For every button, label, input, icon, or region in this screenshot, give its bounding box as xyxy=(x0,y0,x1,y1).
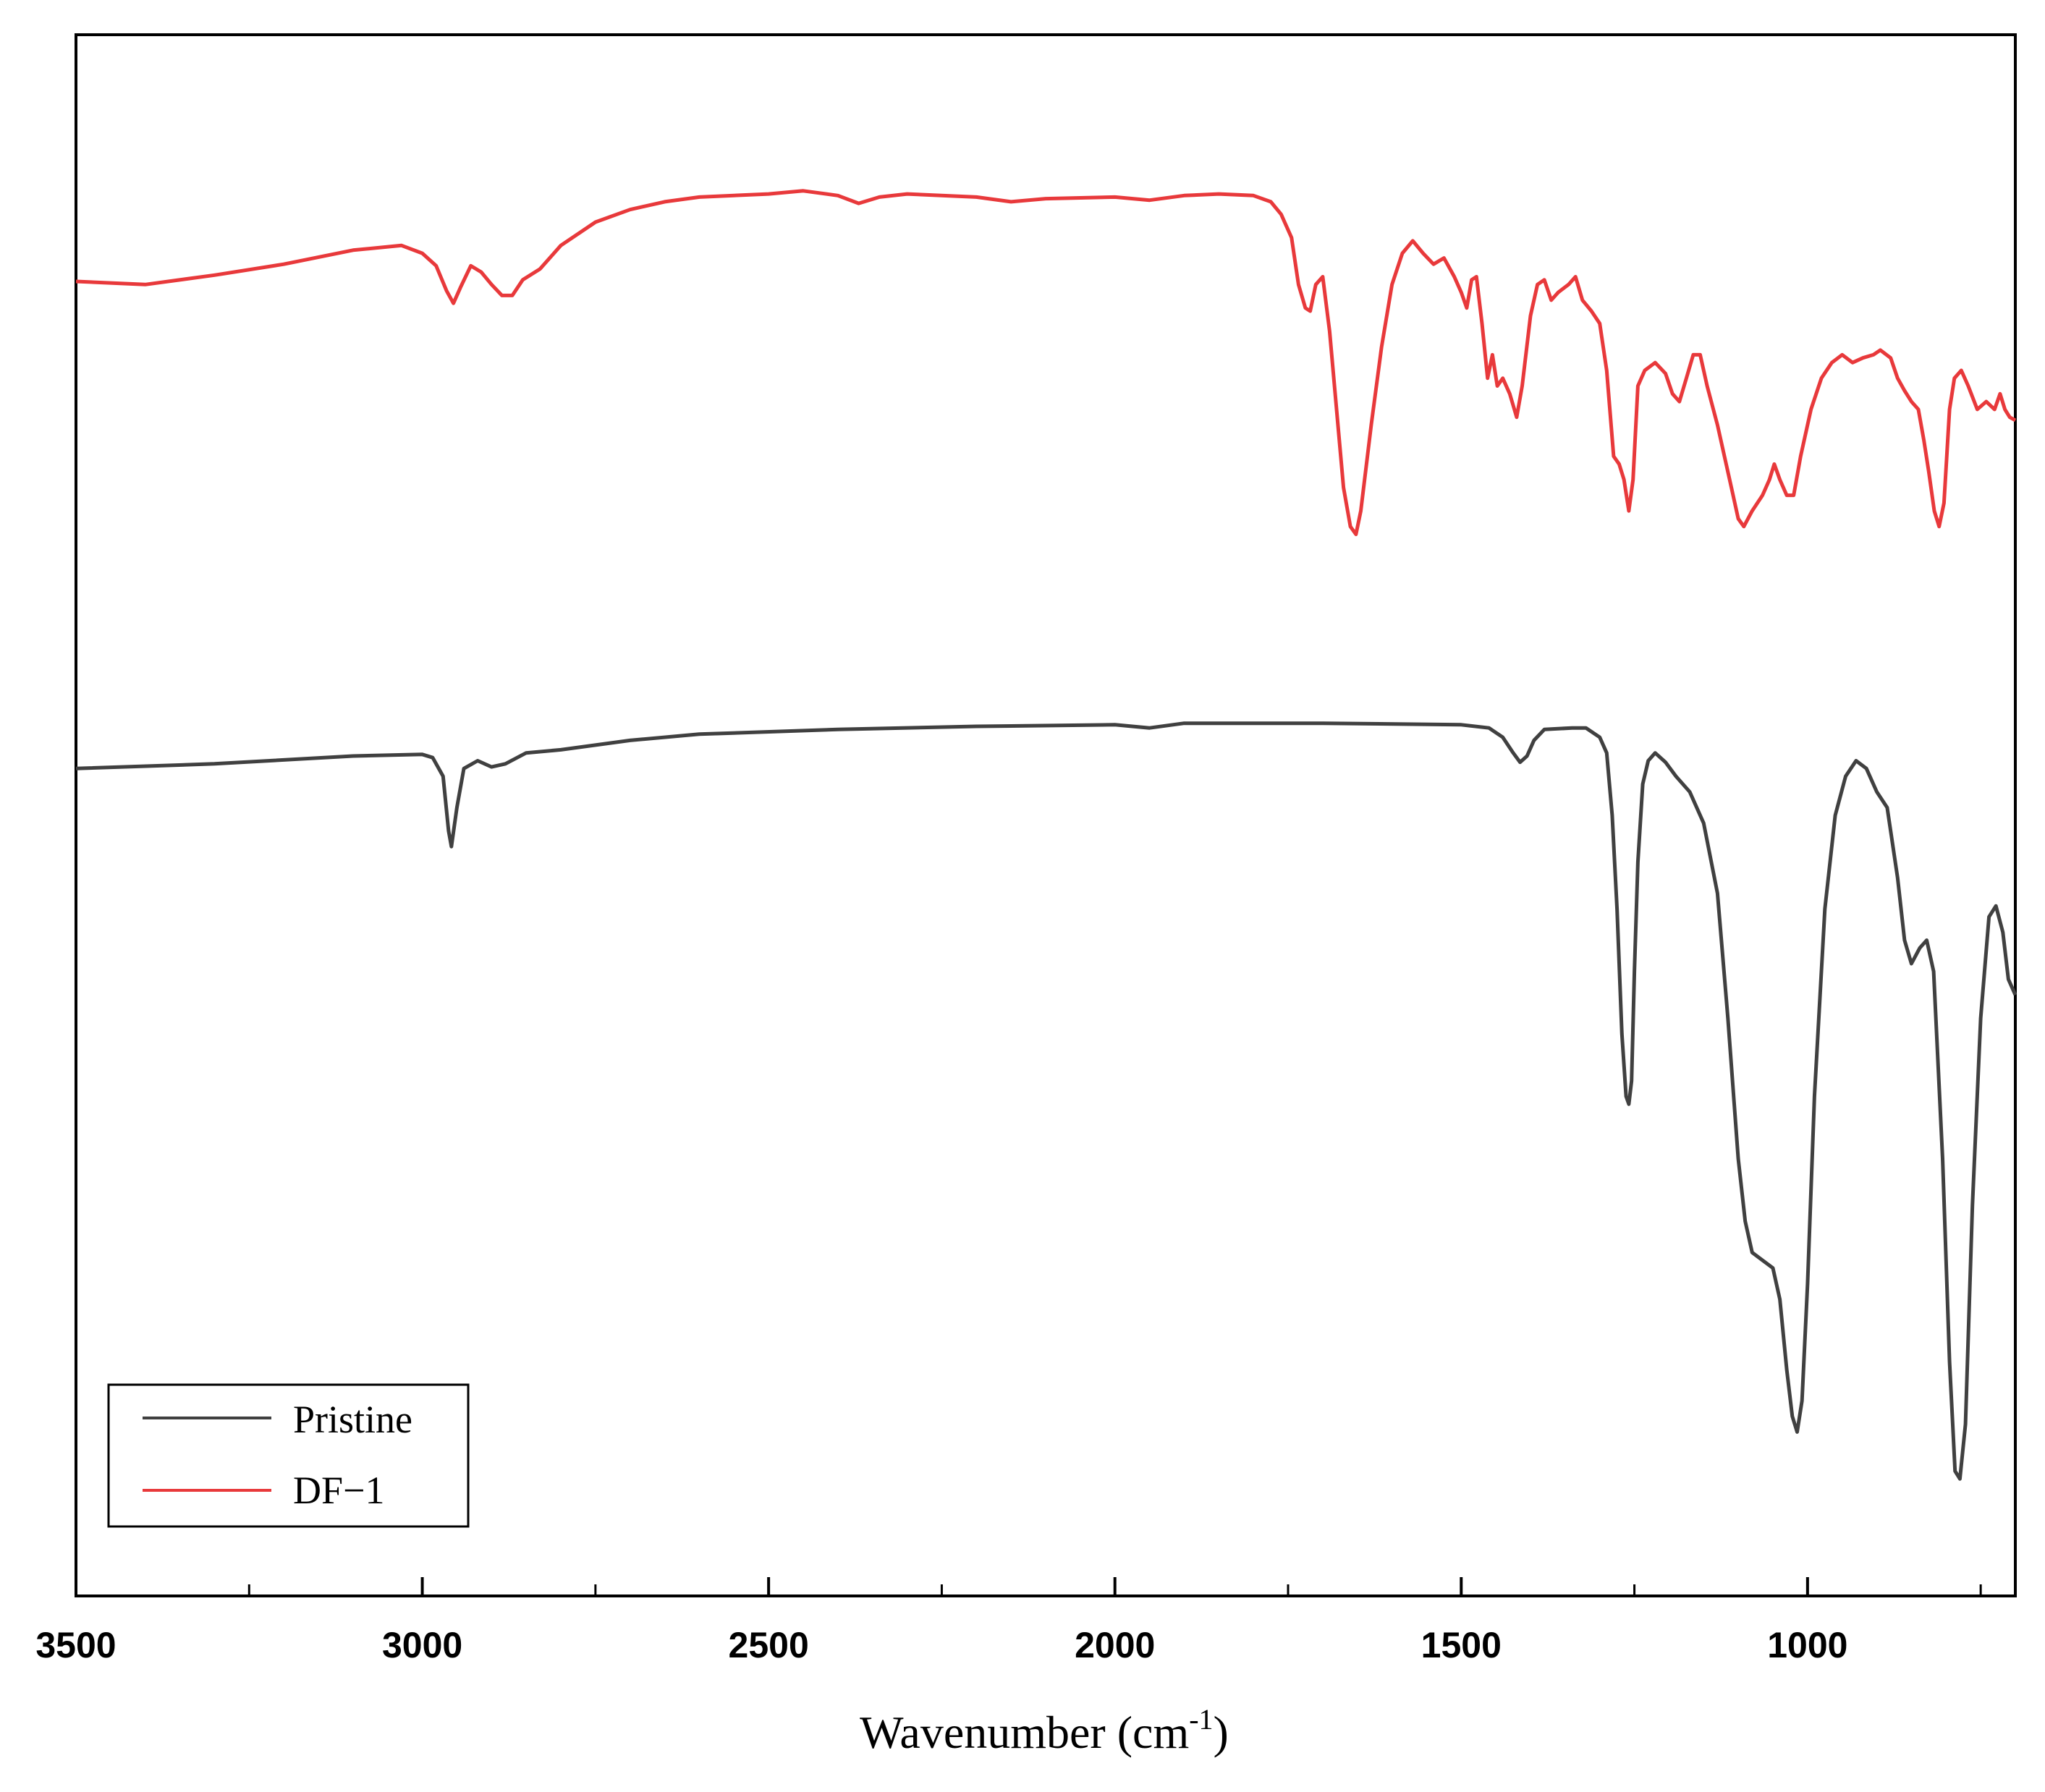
x-axis-title-superscript: -1 xyxy=(1189,1703,1213,1736)
plot-area-border xyxy=(75,33,2017,1597)
legend: Pristine DF−1 xyxy=(107,1383,470,1528)
series-line-0 xyxy=(75,721,2018,1481)
plot-frame xyxy=(75,33,2017,1597)
x-tick-label-2500: 2500 xyxy=(729,1625,809,1665)
x-tick-label-2000: 2000 xyxy=(1075,1625,1155,1665)
x-axis-title: Wavenumber (cm-1) xyxy=(860,1703,1229,1758)
legend-label-pristine: Pristine xyxy=(293,1398,412,1441)
x-tick-label-1000: 1000 xyxy=(1767,1625,1847,1665)
legend-label-df1: DF−1 xyxy=(293,1469,384,1512)
series-line-1 xyxy=(75,189,2017,537)
x-tick-label-3500: 3500 xyxy=(35,1625,116,1665)
series-layer xyxy=(75,189,2018,1481)
x-axis-title-main: Wavenumber (cm xyxy=(860,1707,1189,1758)
x-axis-tick-labels: 3500 3000 2500 2000 1500 1000 xyxy=(35,1625,1847,1665)
x-tick-label-1500: 1500 xyxy=(1421,1625,1502,1665)
x-axis-ticks xyxy=(75,1577,1982,1596)
legend-box xyxy=(107,1383,470,1528)
x-tick-label-3000: 3000 xyxy=(382,1625,462,1665)
x-axis-title-suffix: ) xyxy=(1214,1707,1229,1758)
